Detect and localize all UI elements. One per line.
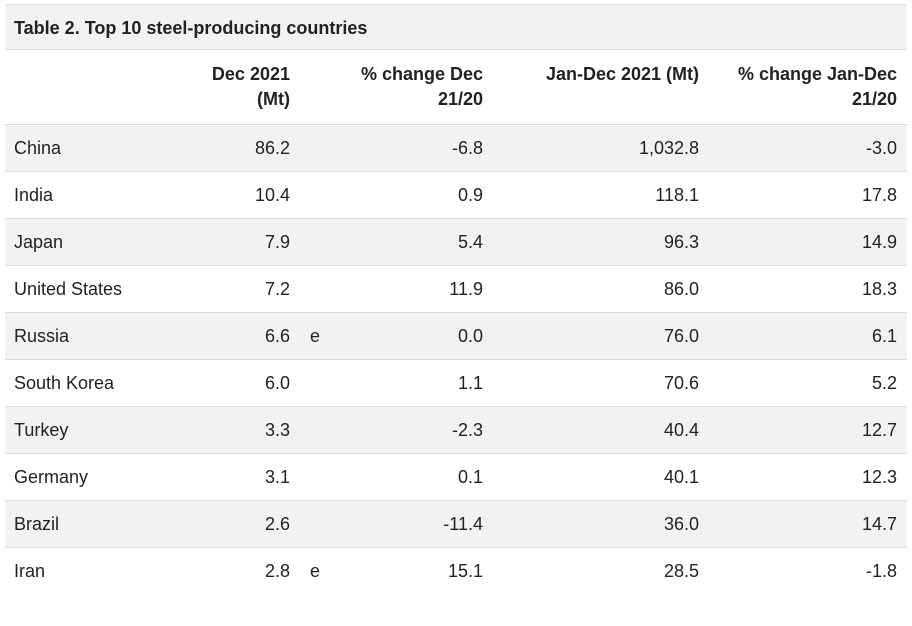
cell-country: Germany — [14, 467, 89, 487]
cell-estimate-flag — [290, 219, 352, 266]
cell-pct-change-dec: -11.4 — [443, 514, 483, 534]
header-dec-2021-line2: (Mt) — [257, 89, 290, 109]
cell-pct-change-dec: 0.1 — [457, 467, 483, 487]
cell-country: India — [14, 185, 54, 205]
header-dec-2021-line1: Dec 2021 — [211, 64, 290, 84]
cell-country: China — [14, 138, 62, 158]
table-row: Japan 7.9 5.4 96.3 14.9 — [5, 218, 907, 266]
cell-country: Japan — [14, 232, 64, 252]
cell-estimate-flag — [290, 172, 352, 219]
cell-pct-change-dec: 5.4 — [457, 232, 483, 252]
table-title: Table 2. Top 10 steel-producing countrie… — [5, 4, 907, 50]
cell-jan-dec-2021: 118.1 — [655, 185, 699, 205]
table-row: South Korea 6.0 1.1 70.6 5.2 — [5, 360, 907, 407]
cell-pct-change-jan-dec: 5.2 — [871, 373, 897, 393]
steel-production-table: Dec 2021 (Mt) % change Dec 21/20 Jan-Dec 2… — [5, 50, 907, 594]
table-row: Russia 6.6 e 0.0 76.0 6.1 — [5, 312, 907, 360]
cell-dec-2021: 10.4 — [254, 185, 290, 205]
cell-dec-2021: 3.3 — [264, 420, 290, 440]
header-pct-change-dec-line1: % change Dec — [360, 64, 483, 84]
header-pct-change-jan-dec-line1: % change Jan-Dec — [737, 64, 897, 84]
cell-country: Brazil — [14, 514, 60, 534]
table-row: Germany 3.1 0.1 40.1 12.3 — [5, 454, 907, 501]
cell-dec-2021: 86.2 — [254, 138, 290, 158]
table-row: United States 7.2 11.9 86.0 18.3 — [5, 266, 907, 313]
cell-estimate-flag — [290, 501, 352, 548]
cell-pct-change-dec: -2.3 — [451, 420, 483, 440]
cell-estimate-flag: e — [310, 326, 321, 346]
header-pct-change-jan-dec-line2: 21/20 — [851, 89, 897, 109]
cell-country: United States — [14, 279, 123, 299]
table-row: Iran 2.8 e 15.1 28.5 -1.8 — [5, 548, 907, 595]
table-row: China 86.2 -6.8 1,032.8 -3.0 — [5, 124, 907, 172]
header-pct-change-dec-line2: 21/20 — [437, 89, 483, 109]
cell-jan-dec-2021: 70.6 — [663, 373, 699, 393]
table-row: India 10.4 0.9 118.1 17.8 — [5, 172, 907, 219]
cell-dec-2021: 6.6 — [264, 326, 290, 346]
cell-pct-change-dec: 11.9 — [449, 279, 483, 299]
cell-country: Russia — [14, 326, 70, 346]
cell-pct-change-jan-dec: 17.8 — [861, 185, 897, 205]
cell-estimate-flag — [290, 407, 352, 454]
header-pct-change-dec: % change Dec 21/20 — [352, 50, 483, 125]
cell-country: Turkey — [14, 420, 69, 440]
cell-jan-dec-2021: 40.1 — [663, 467, 699, 487]
cell-estimate-flag: e — [310, 561, 321, 581]
cell-dec-2021: 2.8 — [264, 561, 290, 581]
cell-pct-change-jan-dec: 12.3 — [861, 467, 897, 487]
cell-pct-change-jan-dec: 12.7 — [861, 420, 897, 440]
header-pct-change-jan-dec: % change Jan-Dec 21/20 — [699, 50, 907, 125]
cell-jan-dec-2021: 1,032.8 — [638, 138, 699, 158]
steel-table-container: Table 2. Top 10 steel-producing countrie… — [5, 4, 907, 594]
cell-jan-dec-2021: 96.3 — [663, 232, 699, 252]
cell-jan-dec-2021: 76.0 — [663, 326, 699, 346]
cell-pct-change-jan-dec: 18.3 — [861, 279, 897, 299]
cell-pct-change-dec: 0.9 — [457, 185, 483, 205]
cell-estimate-flag — [290, 454, 352, 501]
cell-estimate-flag — [290, 125, 352, 172]
cell-dec-2021: 3.1 — [264, 467, 290, 487]
cell-estimate-flag — [290, 266, 352, 313]
cell-pct-change-dec: 0.0 — [457, 326, 483, 346]
cell-jan-dec-2021: 28.5 — [663, 561, 699, 581]
cell-pct-change-jan-dec: 6.1 — [871, 326, 897, 346]
cell-jan-dec-2021: 40.4 — [663, 420, 699, 440]
cell-pct-change-dec: 1.1 — [457, 373, 483, 393]
cell-pct-change-dec: 15.1 — [447, 561, 483, 581]
cell-pct-change-jan-dec: 14.7 — [861, 514, 897, 534]
header-country — [5, 50, 160, 125]
cell-jan-dec-2021: 86.0 — [663, 279, 699, 299]
cell-pct-change-jan-dec: 14.9 — [861, 232, 897, 252]
cell-jan-dec-2021: 36.0 — [663, 514, 699, 534]
cell-dec-2021: 2.6 — [264, 514, 290, 534]
table-row: Turkey 3.3 -2.3 40.4 12.7 — [5, 406, 907, 454]
table-header-row: Dec 2021 (Mt) % change Dec 21/20 Jan-Dec 2… — [5, 50, 907, 125]
header-flag-spacer — [290, 50, 352, 125]
cell-dec-2021: 7.9 — [264, 232, 290, 252]
table-row: Brazil 2.6 -11.4 36.0 14.7 — [5, 500, 907, 548]
cell-pct-change-jan-dec: -1.8 — [865, 561, 897, 581]
cell-pct-change-dec: -6.8 — [451, 138, 483, 158]
cell-estimate-flag — [290, 360, 352, 407]
header-dec-2021: Dec 2021 (Mt) — [160, 50, 290, 125]
cell-pct-change-jan-dec: -3.0 — [865, 138, 897, 158]
cell-country: South Korea — [14, 373, 115, 393]
cell-country: Iran — [14, 561, 46, 581]
header-jan-dec-2021: Jan-Dec 2021 (Mt) — [545, 64, 699, 84]
cell-dec-2021: 7.2 — [264, 279, 290, 299]
cell-dec-2021: 6.0 — [264, 373, 290, 393]
